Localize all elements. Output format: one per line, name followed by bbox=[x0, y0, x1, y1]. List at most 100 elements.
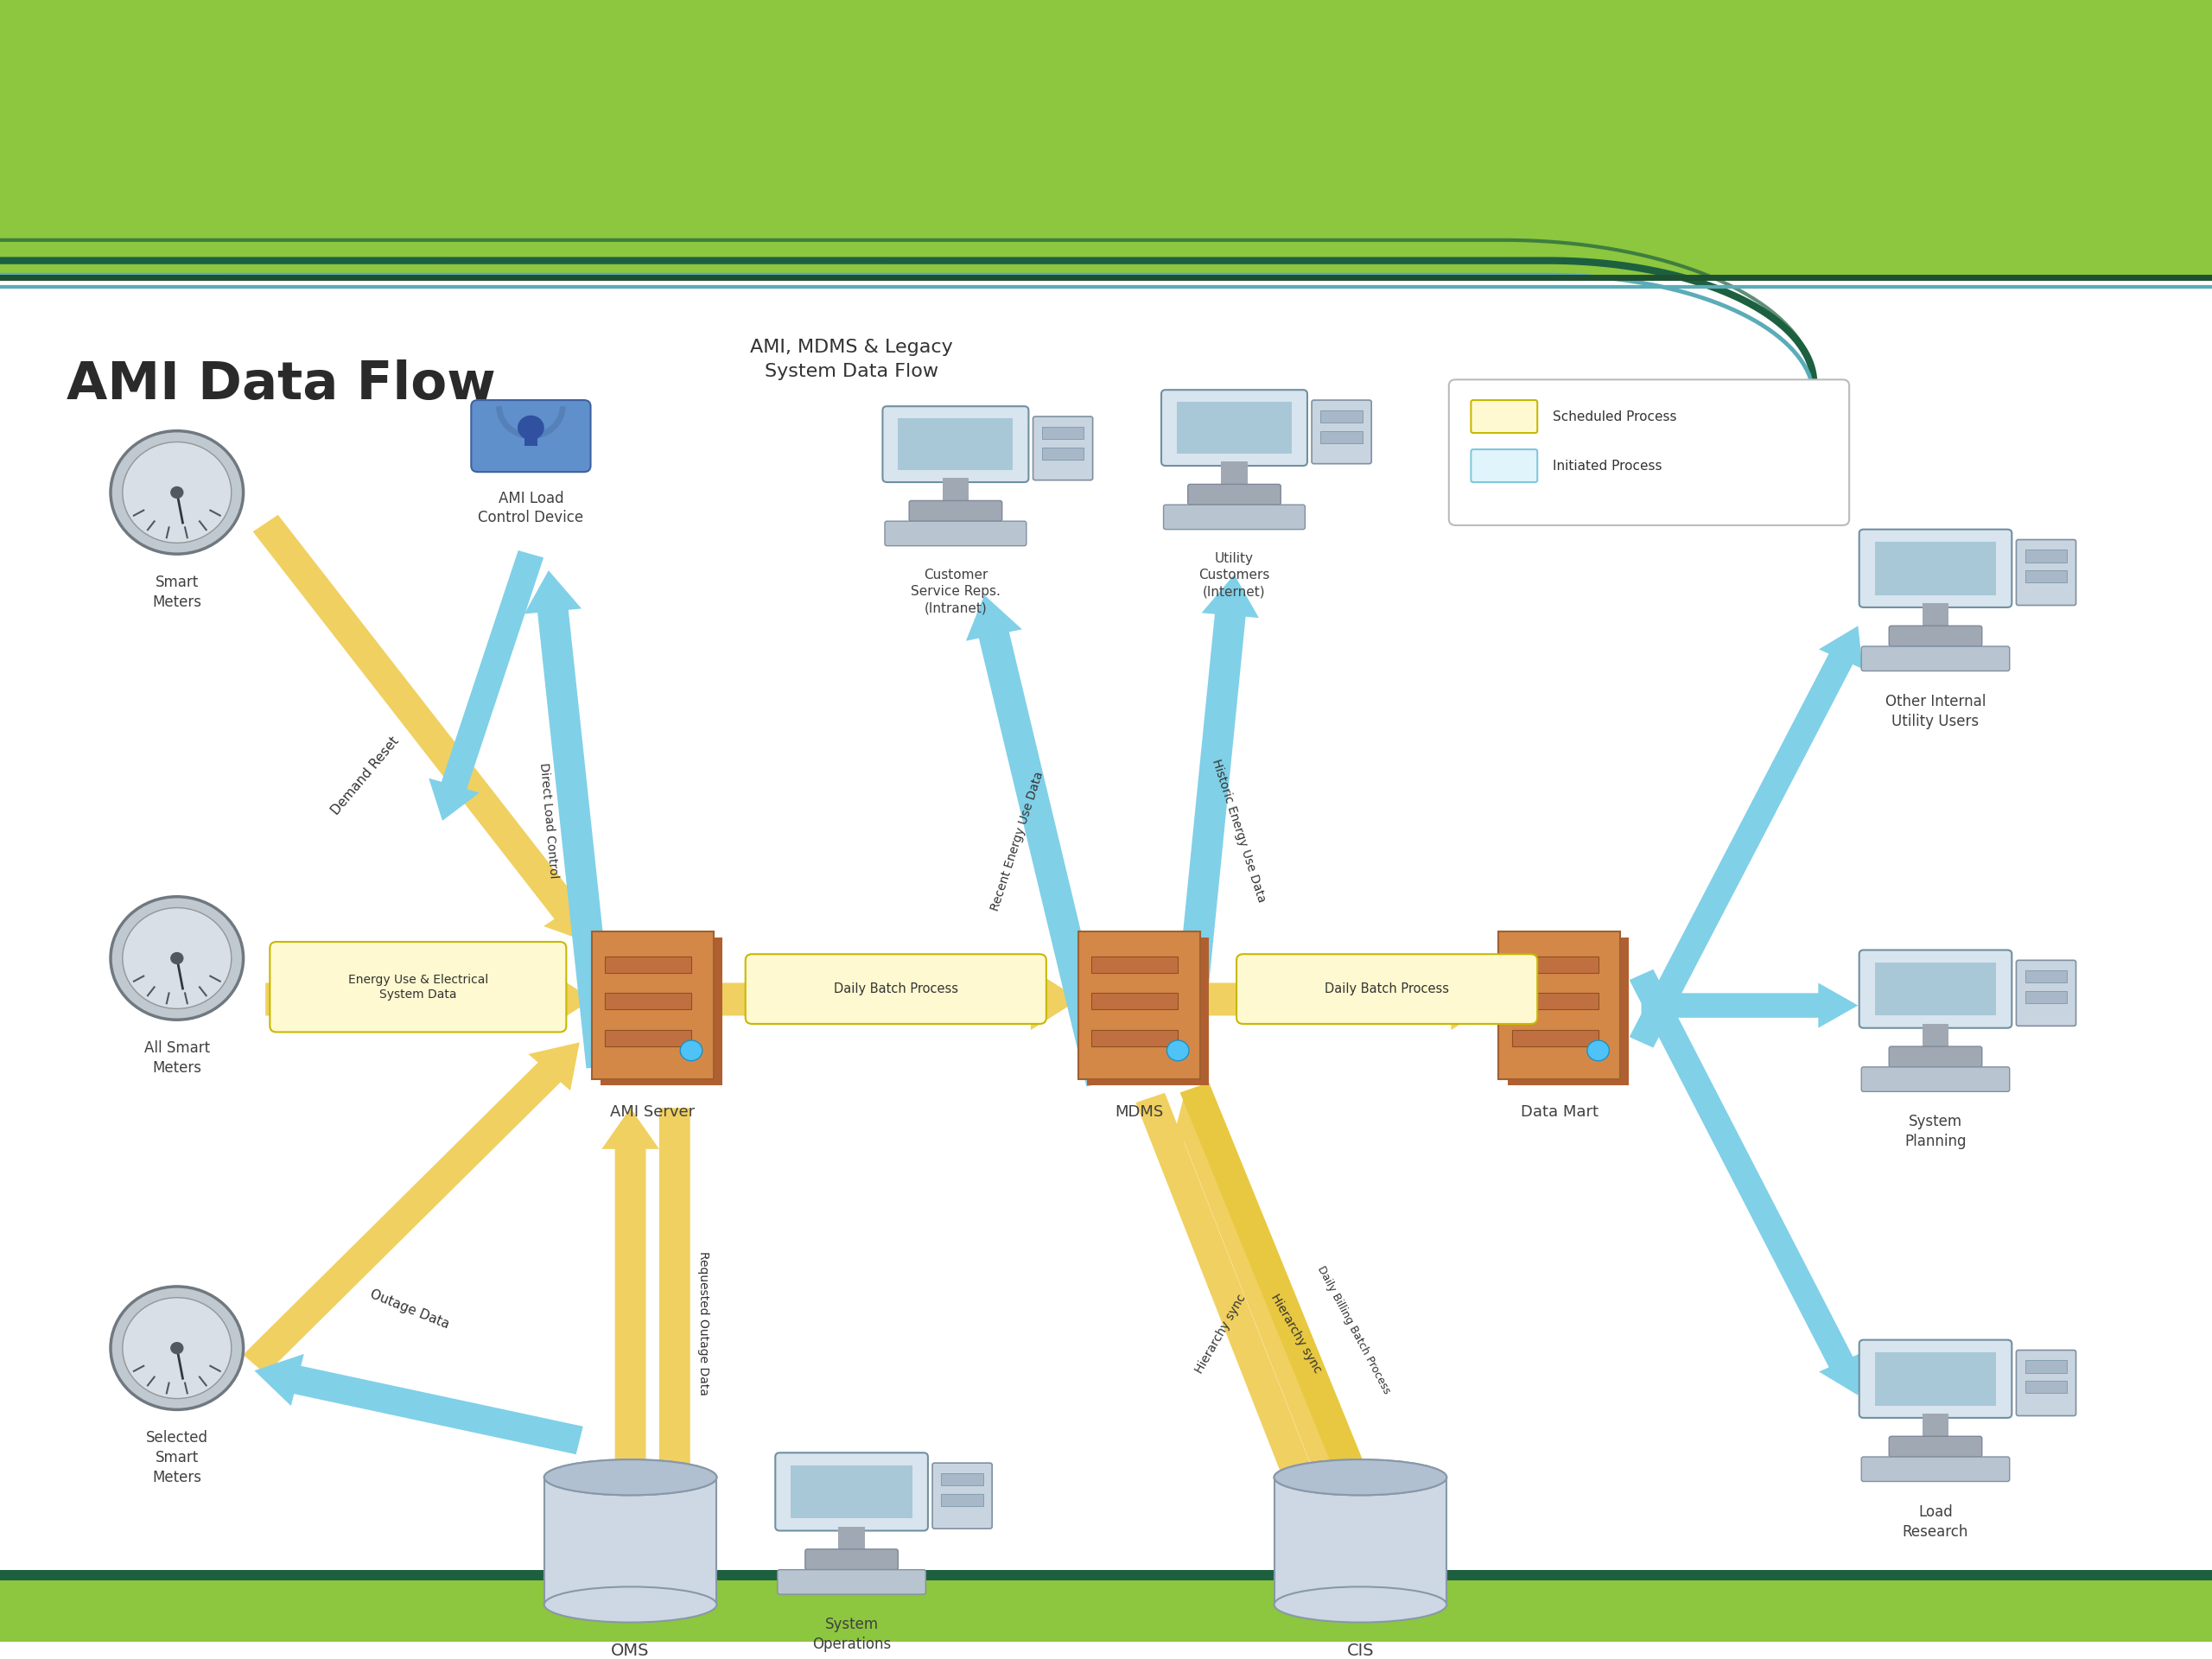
FancyBboxPatch shape bbox=[1858, 1340, 2013, 1418]
FancyBboxPatch shape bbox=[2017, 539, 2075, 606]
Polygon shape bbox=[719, 969, 1079, 1030]
Bar bbox=[1513, 1030, 1597, 1047]
Text: Recent Energy Use Data: Recent Energy Use Data bbox=[989, 770, 1046, 912]
FancyBboxPatch shape bbox=[1889, 625, 1982, 647]
Text: All Smart
Meters: All Smart Meters bbox=[144, 1040, 210, 1075]
Bar bbox=[0, 0, 2212, 277]
Bar bbox=[1922, 604, 1949, 627]
Polygon shape bbox=[429, 551, 544, 821]
Polygon shape bbox=[967, 596, 1117, 1087]
Text: Customer
Service Reps.
(Intranet): Customer Service Reps. (Intranet) bbox=[911, 569, 1000, 614]
Polygon shape bbox=[524, 571, 617, 1068]
Ellipse shape bbox=[544, 1586, 717, 1623]
Text: Other Internal
Utility Users: Other Internal Utility Users bbox=[1885, 693, 1986, 728]
FancyBboxPatch shape bbox=[1161, 390, 1307, 466]
Bar bbox=[1321, 431, 1363, 443]
Bar bbox=[898, 418, 1013, 469]
Text: Requested Outage Data: Requested Outage Data bbox=[697, 1251, 710, 1395]
Text: Selected
Smart
Meters: Selected Smart Meters bbox=[146, 1430, 208, 1485]
Bar bbox=[1093, 1030, 1179, 1047]
Polygon shape bbox=[1630, 625, 1863, 1048]
FancyBboxPatch shape bbox=[1164, 504, 1305, 529]
Text: OMS: OMS bbox=[611, 1642, 650, 1659]
Bar bbox=[2026, 1380, 2066, 1394]
Text: Scheduled Process: Scheduled Process bbox=[1553, 410, 1677, 423]
Bar bbox=[1513, 956, 1597, 972]
Bar bbox=[602, 937, 721, 1085]
Text: MDMS: MDMS bbox=[1115, 1103, 1164, 1120]
Bar bbox=[2026, 571, 2066, 582]
Text: Initiated Process: Initiated Process bbox=[1553, 460, 1661, 473]
Polygon shape bbox=[1172, 1098, 1376, 1554]
Text: System
Operations: System Operations bbox=[812, 1618, 891, 1652]
Text: AMI, MDMS & Legacy
System Data Flow: AMI, MDMS & Legacy System Data Flow bbox=[750, 338, 953, 380]
FancyBboxPatch shape bbox=[2017, 1350, 2075, 1415]
FancyBboxPatch shape bbox=[1471, 400, 1537, 433]
Bar bbox=[2026, 1360, 2066, 1372]
Bar bbox=[1922, 1413, 1949, 1438]
Bar bbox=[1922, 1024, 1949, 1048]
Circle shape bbox=[122, 441, 232, 542]
Ellipse shape bbox=[1274, 1460, 1447, 1495]
Bar bbox=[0, 1569, 2212, 1579]
Bar bbox=[1876, 962, 1997, 1015]
Text: Daily Billing Batch Process: Daily Billing Batch Process bbox=[1316, 1264, 1391, 1395]
Bar bbox=[1509, 937, 1628, 1085]
Circle shape bbox=[170, 486, 184, 499]
Text: Utility
Customers
(Internet): Utility Customers (Internet) bbox=[1199, 552, 1270, 599]
Ellipse shape bbox=[544, 1460, 717, 1495]
Text: Demand Reset: Demand Reset bbox=[330, 735, 400, 818]
FancyBboxPatch shape bbox=[1863, 1067, 2011, 1092]
Bar bbox=[942, 1473, 984, 1485]
Bar bbox=[2026, 990, 2066, 1004]
Polygon shape bbox=[1135, 1093, 1338, 1550]
FancyBboxPatch shape bbox=[1471, 450, 1537, 483]
Ellipse shape bbox=[544, 1460, 717, 1495]
Bar bbox=[942, 478, 969, 503]
Bar bbox=[606, 994, 690, 1010]
Bar bbox=[1876, 542, 1997, 596]
Polygon shape bbox=[254, 1354, 584, 1455]
Bar bbox=[524, 428, 538, 446]
FancyBboxPatch shape bbox=[1312, 400, 1371, 465]
Circle shape bbox=[170, 952, 184, 964]
Text: Smart
Meters: Smart Meters bbox=[153, 574, 201, 611]
FancyBboxPatch shape bbox=[805, 1550, 898, 1569]
FancyBboxPatch shape bbox=[1033, 416, 1093, 479]
Bar bbox=[606, 1030, 690, 1047]
Text: Daily Batch Process: Daily Batch Process bbox=[1325, 982, 1449, 995]
Ellipse shape bbox=[1274, 1460, 1447, 1495]
FancyBboxPatch shape bbox=[745, 954, 1046, 1024]
Text: AMI Server: AMI Server bbox=[611, 1103, 695, 1120]
Bar bbox=[942, 1493, 984, 1506]
Text: Data Mart: Data Mart bbox=[1520, 1103, 1599, 1120]
FancyBboxPatch shape bbox=[909, 501, 1002, 521]
Text: CIS: CIS bbox=[1347, 1642, 1374, 1659]
Bar bbox=[1513, 994, 1597, 1010]
FancyBboxPatch shape bbox=[1889, 1047, 1982, 1067]
FancyBboxPatch shape bbox=[1237, 954, 1537, 1024]
Polygon shape bbox=[1179, 1082, 1394, 1550]
Polygon shape bbox=[252, 514, 593, 944]
Text: Energy Use & Electrical
System Data: Energy Use & Electrical System Data bbox=[347, 974, 489, 1000]
Circle shape bbox=[122, 1297, 232, 1399]
FancyBboxPatch shape bbox=[471, 400, 591, 471]
Circle shape bbox=[111, 431, 243, 554]
Text: Outage Data: Outage Data bbox=[367, 1287, 451, 1331]
FancyBboxPatch shape bbox=[1449, 380, 1849, 526]
Bar bbox=[1321, 410, 1363, 423]
Polygon shape bbox=[1641, 982, 1858, 1029]
FancyBboxPatch shape bbox=[883, 406, 1029, 483]
FancyBboxPatch shape bbox=[1863, 1457, 2011, 1481]
Bar bbox=[1093, 956, 1179, 972]
FancyBboxPatch shape bbox=[776, 1453, 929, 1531]
Bar bbox=[1079, 932, 1199, 1080]
Bar bbox=[544, 1478, 717, 1604]
Polygon shape bbox=[243, 1042, 580, 1374]
FancyBboxPatch shape bbox=[885, 521, 1026, 546]
Ellipse shape bbox=[1274, 1586, 1447, 1623]
Bar bbox=[2026, 971, 2066, 982]
Text: Hierarchy sync: Hierarchy sync bbox=[1270, 1292, 1323, 1375]
FancyBboxPatch shape bbox=[1858, 529, 2013, 607]
Text: AMI Data Flow: AMI Data Flow bbox=[66, 358, 495, 410]
